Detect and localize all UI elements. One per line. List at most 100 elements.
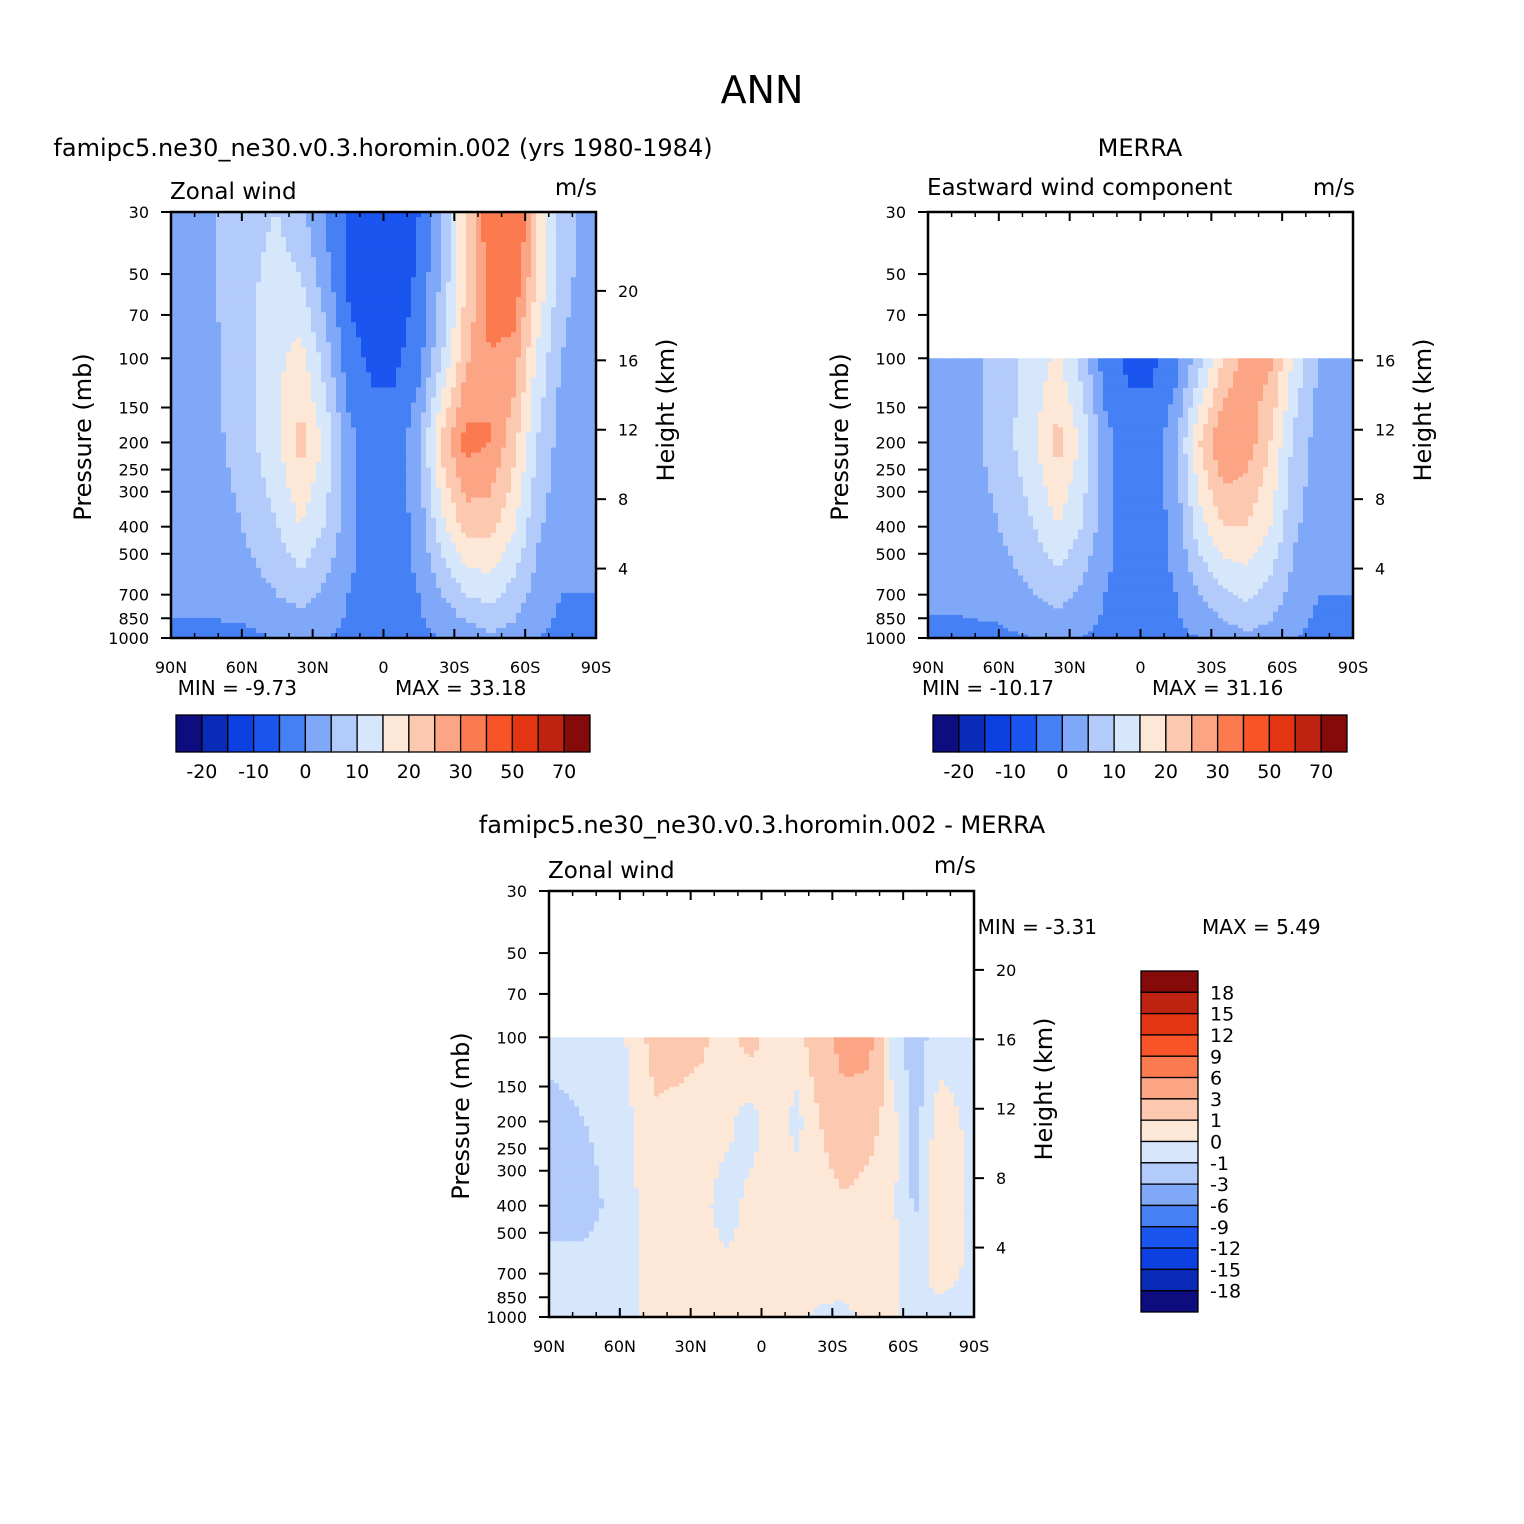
model-field-cell	[381, 327, 387, 333]
model-field-cell	[276, 307, 282, 313]
model-field-cell	[301, 377, 307, 383]
model-field-cell	[511, 302, 517, 308]
model-field-cell	[471, 337, 477, 343]
model-field-cell	[296, 448, 302, 454]
model-field-cell	[456, 438, 462, 444]
model-field-cell	[466, 302, 472, 308]
model-field-cell	[421, 277, 427, 283]
model-field-cell	[496, 307, 502, 313]
model-field-cell	[211, 372, 217, 378]
model-field-cell	[296, 357, 302, 363]
model-field-cell	[331, 357, 337, 363]
model-field-cell	[341, 227, 347, 233]
model-field-cell	[581, 227, 587, 233]
model-field-cell	[386, 458, 392, 464]
model-field-cell	[446, 402, 452, 408]
model-field-cell	[191, 483, 197, 489]
model-field-cell	[311, 382, 317, 388]
model-field-cell	[466, 453, 472, 459]
model-field-cell	[536, 402, 542, 408]
model-field-cell	[526, 473, 532, 479]
model-field-cell	[551, 352, 557, 358]
model-field-cell	[351, 433, 357, 439]
model-field-cell	[466, 422, 472, 428]
model-field-cell	[441, 322, 447, 328]
model-field-cell	[206, 468, 212, 474]
model-field-cell	[456, 433, 462, 439]
model-field-cell	[421, 292, 427, 298]
model-field-cell	[271, 372, 277, 378]
model-field-cell	[266, 262, 272, 268]
model-field-cell	[301, 277, 307, 283]
model-field-cell	[556, 242, 562, 248]
model-field-cell	[176, 277, 182, 283]
model-field-cell	[251, 352, 257, 358]
model-field-cell	[466, 473, 472, 479]
model-field-cell	[461, 453, 467, 459]
model-field-cell	[531, 227, 537, 233]
model-field-cell	[301, 237, 307, 243]
model-field-cell	[211, 267, 217, 273]
model-field-cell	[356, 377, 362, 383]
model-field-cell	[346, 322, 352, 328]
model-field-cell	[211, 448, 217, 454]
model-field-cell	[471, 422, 477, 428]
model-field-cell	[351, 337, 357, 343]
model-field-cell	[481, 438, 487, 444]
model-field-cell	[236, 362, 242, 368]
model-field-cell	[561, 287, 567, 293]
model-field-cell	[246, 322, 252, 328]
model-field-cell	[391, 282, 397, 288]
model-field-cell	[516, 483, 522, 489]
model-field-cell	[301, 493, 307, 499]
model-field-cell	[201, 463, 207, 469]
model-field-cell	[256, 292, 262, 298]
model-field-cell	[411, 453, 417, 459]
model-field-cell	[246, 493, 252, 499]
model-field-cell	[446, 217, 452, 223]
model-field-cell	[566, 277, 572, 283]
model-field-cell	[476, 433, 482, 439]
model-field-cell	[251, 222, 257, 228]
model-field-cell	[276, 473, 282, 479]
model-field-cell	[456, 322, 462, 328]
model-field-cell	[586, 232, 592, 238]
model-field-cell	[396, 433, 402, 439]
model-field-cell	[236, 247, 242, 253]
model-field-cell	[246, 362, 252, 368]
model-field-cell	[476, 357, 482, 363]
model-field-cell	[256, 252, 262, 258]
model-field-cell	[341, 337, 347, 343]
model-field-cell	[241, 282, 247, 288]
model-field-cell	[456, 392, 462, 398]
model-field-cell	[381, 443, 387, 449]
model-field-cell	[281, 422, 287, 428]
model-field-cell	[466, 357, 472, 363]
model-field-cell	[461, 407, 467, 413]
model-field-cell	[291, 287, 297, 293]
model-field-cell	[281, 372, 287, 378]
model-field-cell	[426, 352, 432, 358]
model-field-cell	[336, 332, 342, 338]
model-field-cell	[546, 367, 552, 373]
model-field-cell	[296, 453, 302, 459]
model-field-cell	[181, 407, 187, 413]
model-field-cell	[561, 463, 567, 469]
model-field-cell	[506, 217, 512, 223]
model-field-cell	[311, 433, 317, 439]
model-field-cell	[496, 453, 502, 459]
model-field-cell	[206, 267, 212, 273]
model-field-cell	[201, 438, 207, 444]
model-field-cell	[236, 458, 242, 464]
model-field-cell	[301, 297, 307, 303]
model-field-cell	[291, 493, 297, 499]
model-field-cell	[331, 453, 337, 459]
model-field-cell	[396, 307, 402, 313]
model-field-cell	[526, 242, 532, 248]
model-field-cell	[226, 237, 232, 243]
model-field-cell	[556, 312, 562, 318]
model-field-cell	[501, 332, 507, 338]
model-field-cell	[526, 232, 532, 238]
model-field-cell	[426, 483, 432, 489]
model-field-cell	[386, 412, 392, 418]
